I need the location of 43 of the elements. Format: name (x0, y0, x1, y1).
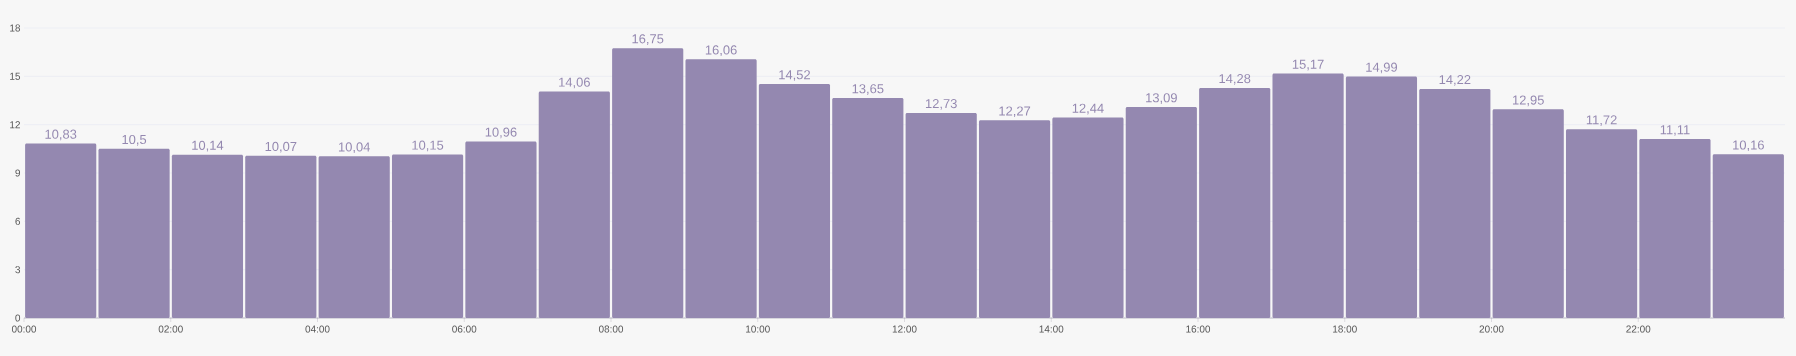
data-label: 16,06 (705, 45, 737, 57)
x-tick-label: 18:00 (1333, 325, 1357, 333)
data-label: 12,73 (925, 99, 957, 110)
data-label: 14,22 (1439, 75, 1471, 86)
x-tick-label: 14:00 (1039, 325, 1064, 333)
data-label: 10,07 (265, 141, 297, 153)
data-label: 10,04 (338, 142, 371, 154)
y-tick-label: 3 (15, 266, 21, 274)
data-label: 10,14 (192, 140, 224, 152)
x-tick-label: 12:00 (892, 325, 917, 333)
x-tick-label: 22:00 (1626, 325, 1651, 333)
data-label: 12,44 (1072, 103, 1104, 115)
data-label: 10,96 (485, 127, 517, 139)
x-tick-label: 06:00 (452, 325, 477, 333)
data-label: 10,83 (45, 129, 77, 141)
data-label: 16,75 (632, 34, 664, 45)
y-tick-label: 6 (15, 217, 21, 225)
data-label: 14,52 (779, 70, 810, 81)
data-label: 11,11 (1660, 125, 1690, 136)
x-tick-label: 00:00 (11, 325, 37, 333)
data-label: 10,16 (1733, 140, 1764, 152)
x-tick-label: 08:00 (598, 325, 624, 333)
data-label: 11,72 (1586, 115, 1617, 126)
y-tick-label: 15 (10, 72, 21, 80)
data-label: 12,95 (1512, 95, 1544, 107)
x-tick-label: 02:00 (158, 325, 183, 333)
data-label: 15,17 (1292, 59, 1324, 71)
y-tick-label: 0 (15, 314, 21, 322)
data-label: 12,27 (999, 106, 1031, 118)
x-tick-label: 10:00 (746, 325, 770, 333)
y-tick-label: 18 (10, 24, 21, 32)
data-label: 14,28 (1219, 74, 1251, 85)
data-label: 14,06 (559, 77, 590, 89)
data-label: 10,5 (122, 134, 147, 146)
x-tick-label: 16:00 (1186, 325, 1211, 333)
y-tick-label: 12 (10, 121, 20, 129)
y-tick-label: 9 (15, 169, 21, 177)
data-label: 10,15 (412, 140, 444, 152)
data-label: 14,99 (1366, 62, 1398, 74)
data-label: 13,09 (1146, 93, 1177, 104)
x-tick-label: 20:00 (1479, 325, 1504, 333)
x-tick-label: 04:00 (305, 325, 330, 333)
data-label: 13,65 (852, 84, 884, 95)
